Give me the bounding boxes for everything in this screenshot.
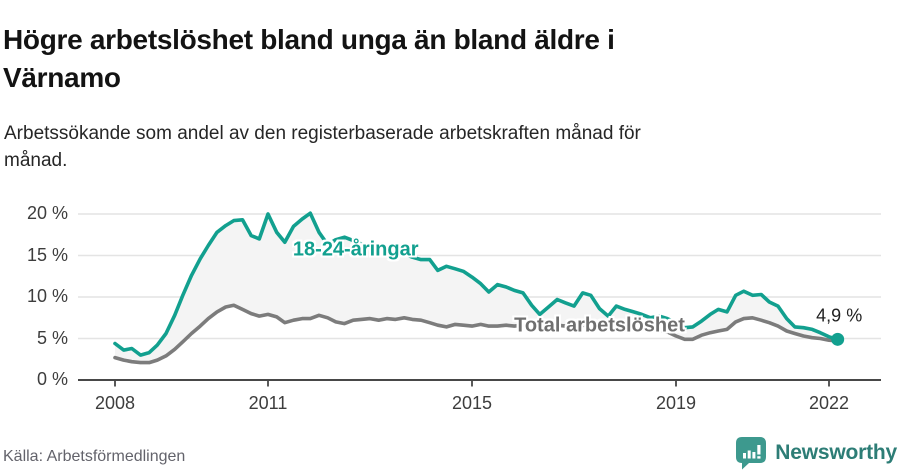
end-value-annotation: 4,9 % bbox=[816, 305, 863, 326]
y-axis-tick-label: 5 % bbox=[36, 327, 68, 348]
series-line-young bbox=[113, 211, 840, 357]
page-title-line2: Värnamo bbox=[3, 61, 121, 93]
series-label-total: Total arbetslöshet bbox=[514, 314, 685, 337]
newsworthy-logo: Newsworthy bbox=[735, 436, 897, 470]
y-axis-tick-label: 0 % bbox=[36, 369, 68, 389]
x-axis-tick-label: 2011 bbox=[248, 393, 288, 413]
page-title: Högre arbetslöshet bland unga än bland ä… bbox=[3, 21, 895, 97]
area-between-series bbox=[115, 213, 838, 363]
chart-subtitle: Arbetssökande som andel av den registerb… bbox=[4, 123, 641, 171]
y-axis-tick-label: 20 % bbox=[26, 203, 68, 223]
y-axis-tick-label: 10 % bbox=[26, 286, 68, 306]
source-text: Källa: Arbetsförmedlingen bbox=[3, 448, 186, 465]
x-axis-tick-label: 2022 bbox=[808, 393, 850, 413]
x-axis-tick-label: 2008 bbox=[94, 393, 136, 413]
x-axis-tick-label: 2019 bbox=[655, 393, 697, 413]
line-chart-canvas bbox=[78, 211, 881, 387]
page-title-line1: Högre arbetslöshet bland unga än bland ä… bbox=[3, 23, 615, 55]
newsworthy-logo-icon bbox=[736, 437, 767, 470]
y-axis-tick-label: 15 % bbox=[26, 244, 68, 265]
series-line-total bbox=[113, 303, 840, 365]
newsworthy-logo-text: Newsworthy bbox=[775, 441, 897, 464]
end-value-dot bbox=[831, 332, 845, 346]
series-label-young: 18-24-åringar bbox=[292, 238, 419, 261]
x-axis-tick-label: 2015 bbox=[451, 393, 493, 413]
